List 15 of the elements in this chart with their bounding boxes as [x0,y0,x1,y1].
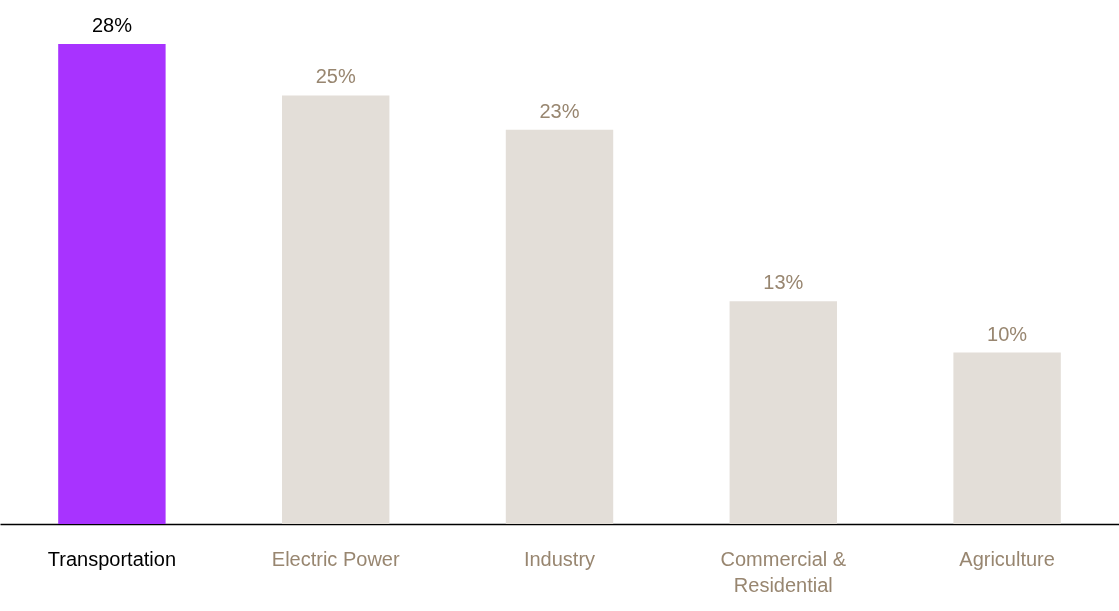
bar [953,352,1061,524]
bar [58,44,166,524]
x-tick-label: Industry [523,548,596,570]
data-label: 28% [91,14,133,36]
data-label: 13% [763,271,804,294]
x-tick-label: Electric Power [271,548,400,570]
x-tick-label: Commercial & Residential [720,548,847,596]
data-label: 10% [987,322,1028,345]
bar [505,129,614,524]
data-label: 23% [539,99,580,122]
data-label: 25% [315,65,356,88]
bar [729,301,838,524]
x-tick-label: Transportation [47,548,177,570]
x-tick-label: Agriculture [959,548,1055,570]
bar [281,95,390,524]
